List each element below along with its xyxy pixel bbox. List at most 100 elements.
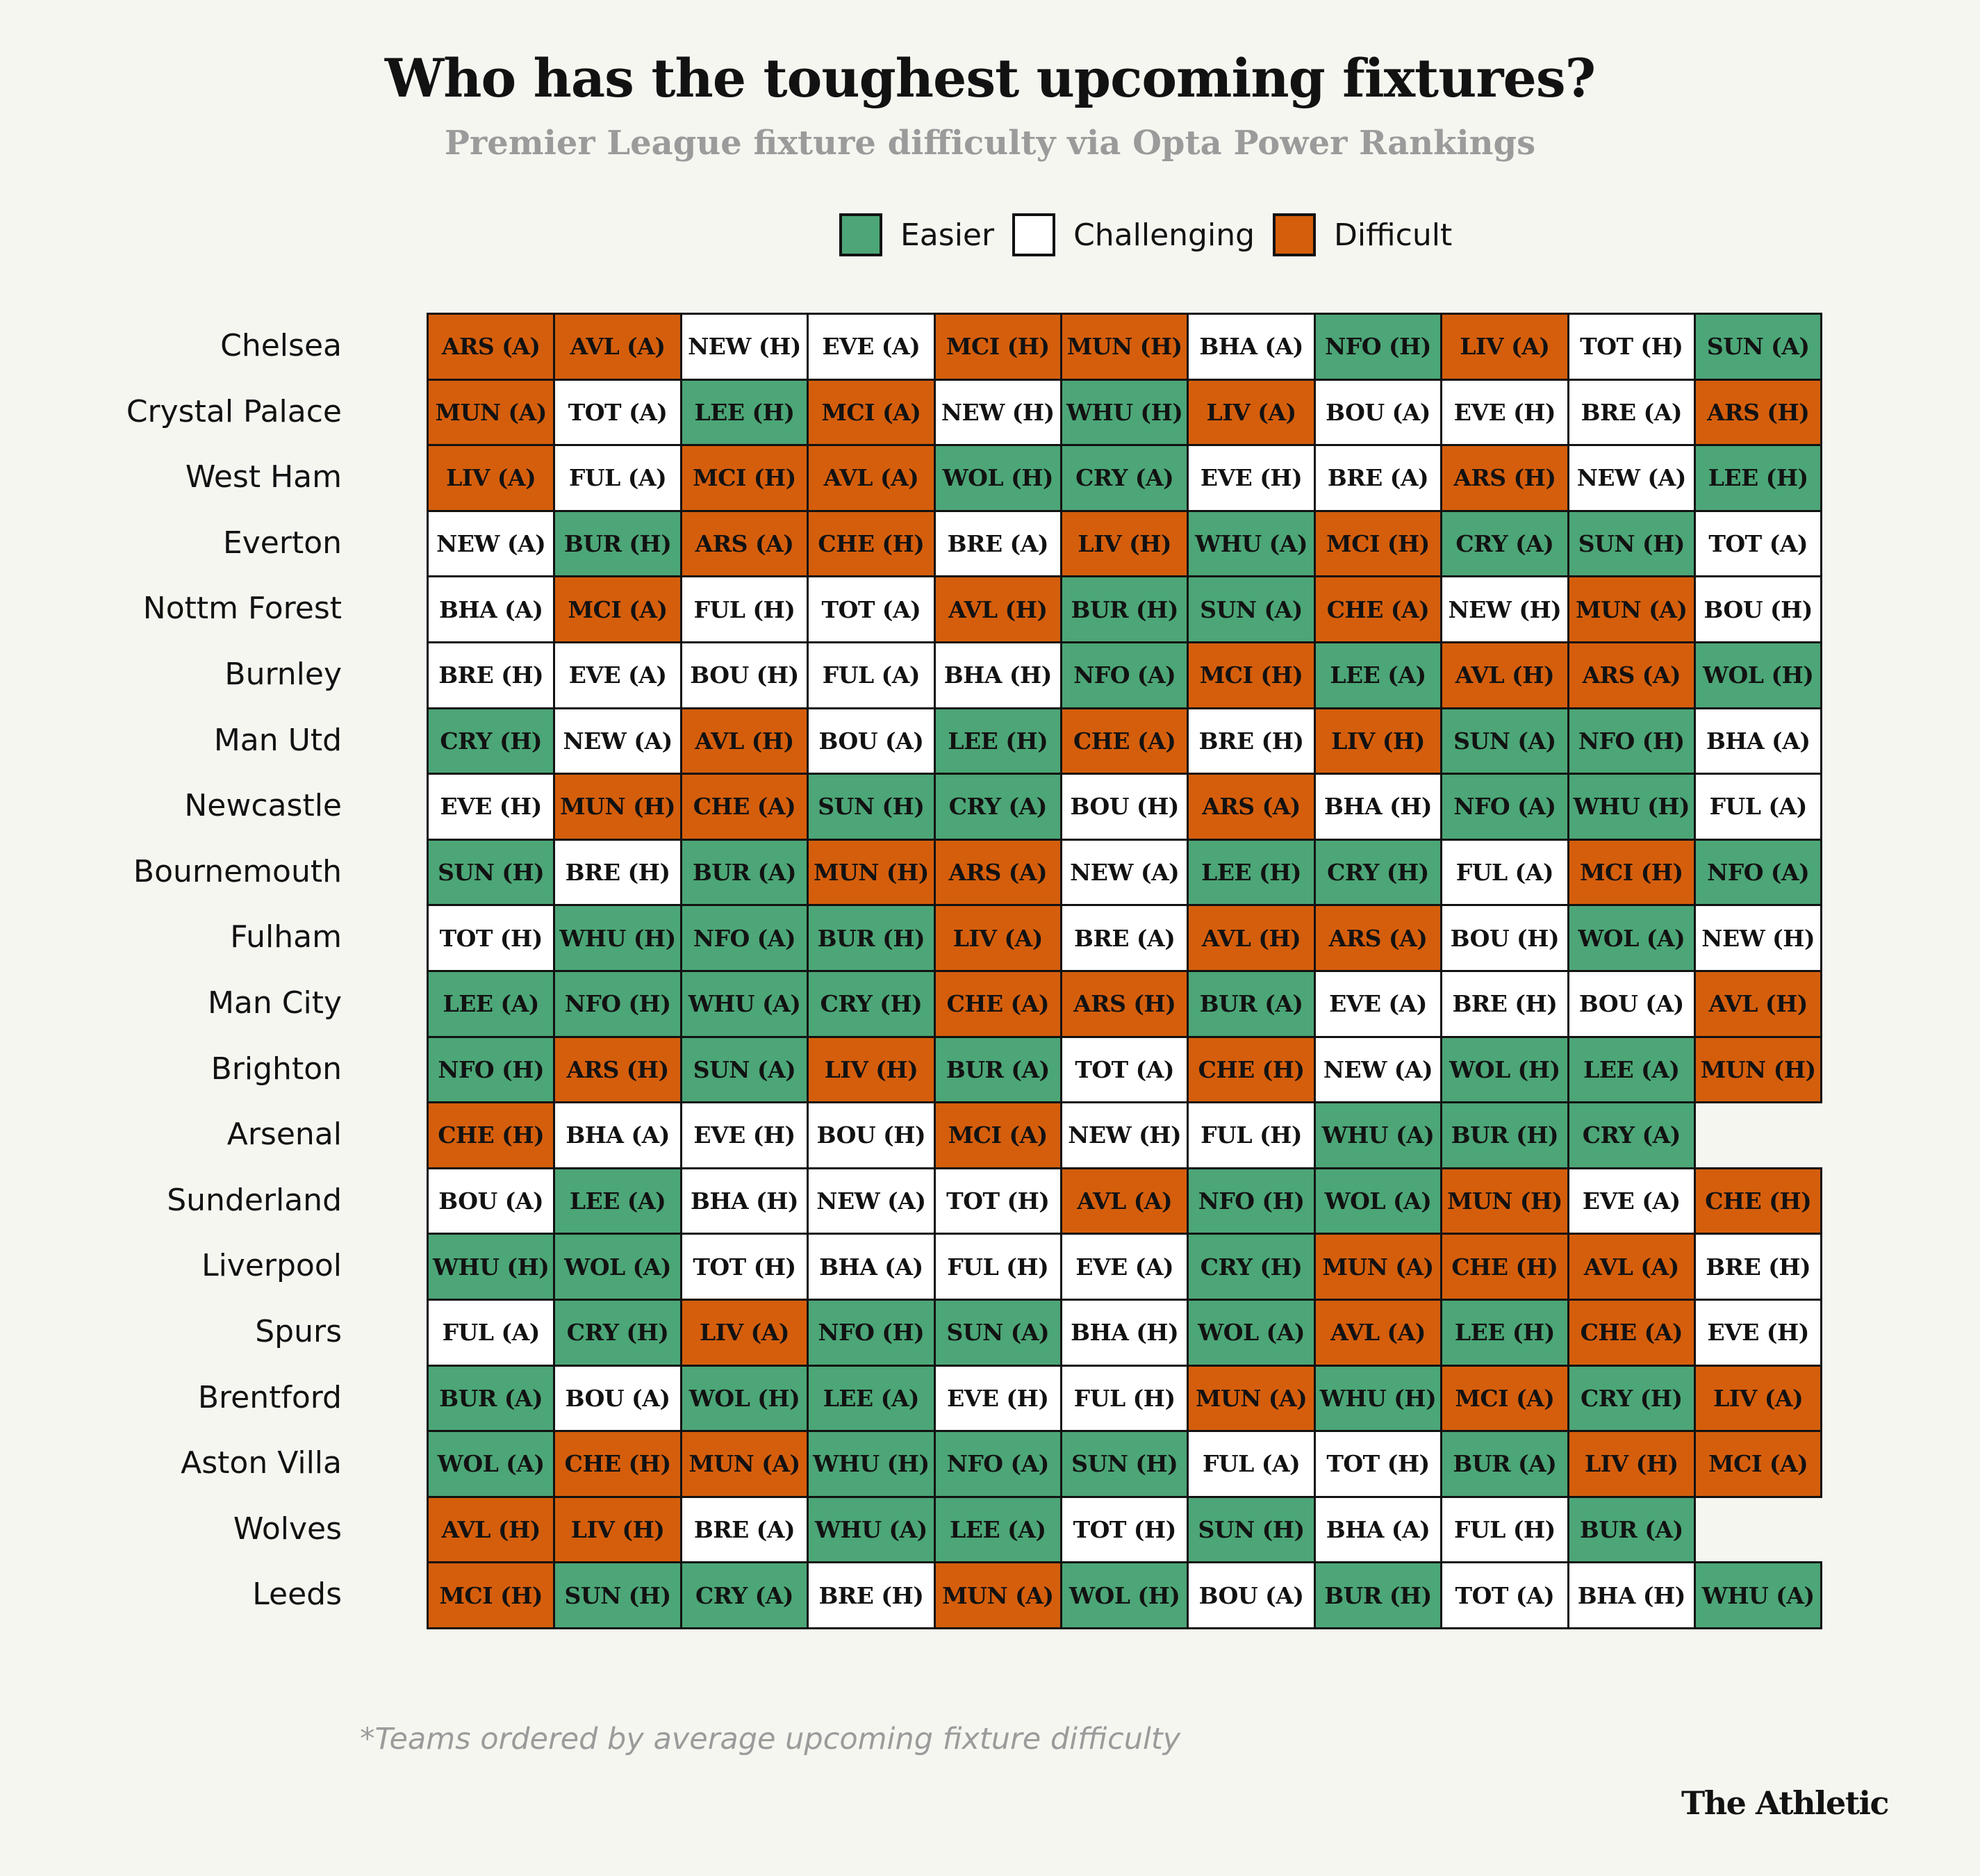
fixture-cell: BOU (A) <box>1313 378 1443 447</box>
fixture-cell: MCI (H) <box>427 1561 556 1629</box>
fixture-cell: BHA (A) <box>807 1233 936 1301</box>
fixture-cell: CHE (A) <box>1567 1299 1696 1367</box>
fixture-cell: MUN (H) <box>553 773 682 841</box>
team-label: Everton <box>222 525 342 561</box>
fixture-cell: MCI (A) <box>1440 1364 1569 1433</box>
team-label: Liverpool <box>201 1248 342 1284</box>
team-label: Chelsea <box>220 328 342 363</box>
fixture-cell: AVL (H) <box>1187 904 1316 972</box>
fixture-cell: FUL (H) <box>679 575 809 643</box>
fixture-cell: CHE (H) <box>427 1101 556 1169</box>
fixture-cell: LEE (A) <box>553 1167 682 1235</box>
fixture-cell: MUN (H) <box>1440 1167 1569 1235</box>
fixture-cell: NFO (A) <box>1694 838 1823 907</box>
fixture-cell: EVE (A) <box>1313 970 1443 1038</box>
fixture-cell: AVL (A) <box>553 313 682 381</box>
team-label: Man City <box>207 985 342 1021</box>
fixture-cell: NEW (A) <box>807 1167 936 1235</box>
fixture-cell: TOT (H) <box>1060 1495 1189 1564</box>
fixture-cell: LEE (H) <box>679 378 809 447</box>
fixture-cell: WHU (H) <box>553 904 682 972</box>
fixture-cell: WHU (H) <box>1567 773 1696 841</box>
fixture-cell: SUN (H) <box>1060 1430 1189 1498</box>
fixture-cell: WOL (A) <box>1313 1167 1443 1235</box>
fixture-cell: CRY (A) <box>1060 444 1189 512</box>
fixture-cell: CRY (H) <box>1313 838 1443 907</box>
fixture-cell: SUN (A) <box>1440 707 1569 775</box>
fixture-cell: ARS (H) <box>1694 378 1823 447</box>
fixture-cell: CHE (H) <box>553 1430 682 1498</box>
fixture-cell: TOT (H) <box>1313 1430 1443 1498</box>
team-label: Spurs <box>255 1314 342 1349</box>
fixture-cell: CRY (A) <box>1567 1101 1696 1169</box>
fixture-cell: BRE (A) <box>933 509 1062 578</box>
fixture-cell: ARS (A) <box>1313 904 1443 972</box>
fixture-cell: BUR (A) <box>1440 1430 1569 1498</box>
fixture-cell: CHE (A) <box>1313 575 1443 643</box>
fixture-cell: WOL (A) <box>553 1233 682 1301</box>
fixture-cell: WOL (H) <box>933 444 1062 512</box>
fixture-cell: BHA (A) <box>427 575 556 643</box>
fixture-cell: BRE (A) <box>1567 378 1696 447</box>
fixture-cell: CHE (A) <box>933 970 1062 1038</box>
fixture-cell: FUL (H) <box>933 1233 1062 1301</box>
fixture-cell: WHU (A) <box>679 970 809 1038</box>
fixture-cell: NFO (A) <box>1440 773 1569 841</box>
fixture-cell: SUN (H) <box>1187 1495 1316 1564</box>
fixture-cell: WHU (A) <box>807 1495 936 1564</box>
fixture-cell: LIV (H) <box>807 1035 936 1104</box>
fixture-cell: BRE (A) <box>1313 444 1443 512</box>
fixture-cell: LEE (A) <box>1567 1035 1696 1104</box>
fixture-cell: BUR (H) <box>553 509 682 578</box>
fixture-cell: ARS (A) <box>679 509 809 578</box>
fixture-cell: LIV (H) <box>553 1495 682 1564</box>
fixture-cell: LEE (A) <box>807 1364 936 1433</box>
fixture-cell: WHU (A) <box>1187 509 1316 578</box>
fixture-cell: AVL (H) <box>427 1495 556 1564</box>
footnote: *Teams ordered by average upcoming fixtu… <box>360 1722 1181 1756</box>
fixture-cell: FUL (A) <box>1187 1430 1316 1498</box>
fixture-cell: CHE (H) <box>1694 1167 1823 1235</box>
fixture-cell: SUN (H) <box>427 838 556 907</box>
legend-label-easier: Easier <box>900 217 995 253</box>
fixture-cell: BHA (A) <box>1187 313 1316 381</box>
team-label: Newcastle <box>184 788 342 824</box>
team-label: Sunderland <box>167 1182 342 1218</box>
fixture-cell: MCI (A) <box>553 575 682 643</box>
team-label: Wolves <box>233 1511 342 1547</box>
fixture-cell: MCI (H) <box>933 313 1062 381</box>
fixture-cell: WHU (H) <box>1060 378 1189 447</box>
fixture-cell: NFO (H) <box>807 1299 936 1367</box>
fixture-cell: MUN (H) <box>1060 313 1189 381</box>
fixture-cell: SUN (A) <box>1187 575 1316 643</box>
fixture-cell: LIV (H) <box>1060 509 1189 578</box>
chart-title: Who has the toughest upcoming fixtures? <box>384 47 1596 109</box>
fixture-cell: BRE (H) <box>1440 970 1569 1038</box>
fixture-cell: CHE (A) <box>679 773 809 841</box>
fixture-cell: LIV (H) <box>1567 1430 1696 1498</box>
fixture-cell: AVL (H) <box>1694 970 1823 1038</box>
fixture-cell: CRY (H) <box>553 1299 682 1367</box>
fixture-cell: LEE (A) <box>427 970 556 1038</box>
fixture-cell: BRE (H) <box>807 1561 936 1629</box>
fixture-cell: AVL (A) <box>1060 1167 1189 1235</box>
team-label: Brighton <box>211 1051 342 1087</box>
fixture-cell: EVE (A) <box>1060 1233 1189 1301</box>
fixture-cell: BRE (A) <box>679 1495 809 1564</box>
team-label: Leeds <box>252 1577 342 1613</box>
fixture-cell: MCI (H) <box>679 444 809 512</box>
fixture-cell: FUL (A) <box>807 641 936 709</box>
fixture-cell: WHU (H) <box>427 1233 556 1301</box>
fixture-cell: MUN (A) <box>1567 575 1696 643</box>
team-label: Burnley <box>224 657 342 692</box>
fixture-cell: AVL (A) <box>807 444 936 512</box>
fixture-cell: TOT (A) <box>1060 1035 1189 1104</box>
fixture-cell: BRE (H) <box>1187 707 1316 775</box>
fixture-cell: NFO (A) <box>1060 641 1189 709</box>
fixture-cell: NFO (H) <box>427 1035 556 1104</box>
team-label: Nottm Forest <box>142 591 342 627</box>
fixture-cell: BUR (A) <box>1187 970 1316 1038</box>
fixture-cell: NEW (H) <box>1440 575 1569 643</box>
fixture-cell: ARS (H) <box>553 1035 682 1104</box>
fixture-cell: FUL (H) <box>1440 1495 1569 1564</box>
